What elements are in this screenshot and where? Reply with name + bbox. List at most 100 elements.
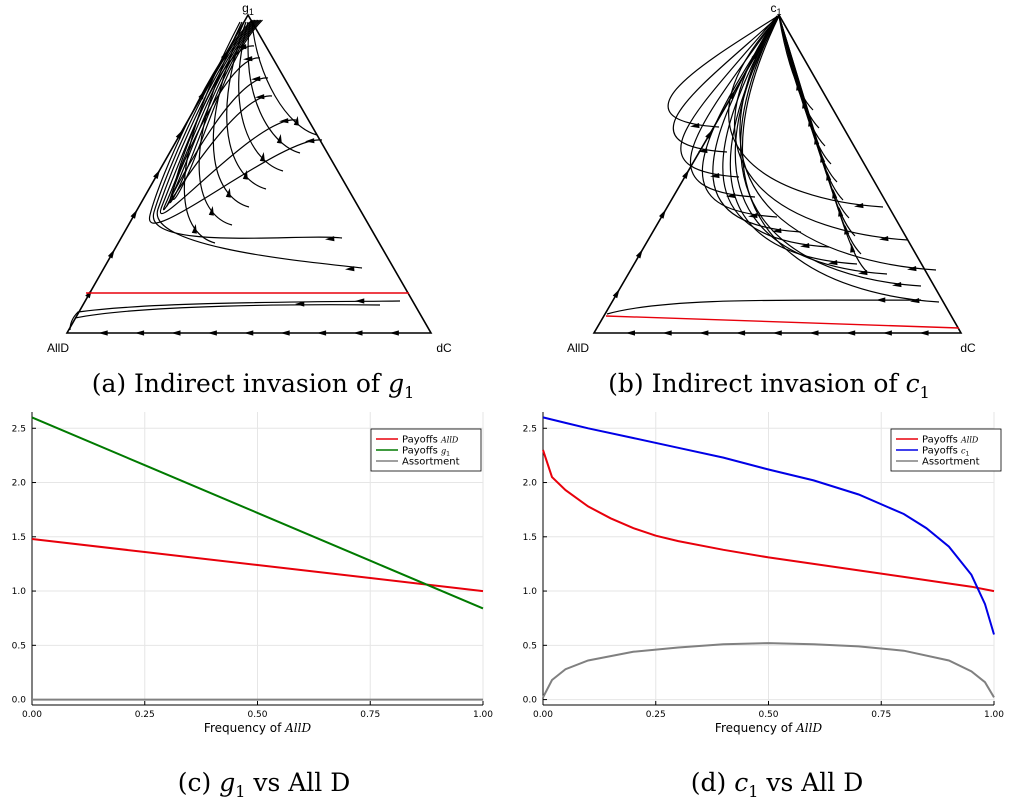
trajectory-arrow [134, 330, 145, 336]
legend-entry: Payoffs AllD [402, 435, 459, 446]
trajectory-arrow [207, 330, 217, 336]
legend-entry: Payoffs g1 [402, 446, 450, 458]
vertex-label-top: g1 [242, 1, 254, 17]
trajectory-arrow [682, 169, 690, 179]
trajectory-arrow [242, 170, 248, 180]
y-tick-label: 0.5 [523, 641, 537, 651]
trajectory-arrow [389, 330, 399, 336]
legend-entry: Payoffs c1 [922, 446, 970, 458]
trajectory-arrow [892, 282, 902, 288]
simplex-triangle [65, 13, 433, 334]
trajectory-arrow [800, 243, 810, 249]
trajectory-arrow [690, 123, 700, 129]
y-tick-label: 2.5 [12, 424, 26, 434]
trajectory [163, 19, 273, 211]
y-tick-label: 1.5 [523, 533, 537, 543]
trajectory-arrow [325, 236, 335, 242]
trajectory [701, 15, 780, 218]
trajectory-arrow [845, 330, 856, 336]
trajectory [672, 15, 780, 153]
y-tick-label: 1.5 [12, 533, 26, 543]
trajectory-arrow [353, 330, 363, 336]
trajectory-arrow [293, 116, 299, 126]
x-tick-label: 0.75 [360, 710, 380, 720]
trajectory-arrow [153, 169, 160, 179]
trajectory [680, 15, 778, 178]
vertex-label-right: dC [436, 341, 452, 355]
legend-entry: Assortment [922, 457, 980, 468]
series-line [542, 416, 995, 635]
trajectory [156, 19, 363, 269]
trajectory-arrow [854, 203, 864, 209]
panel-d: (d) c1 vs All D 0.00 0.25 0.50 0.75 1.00 0.0 0… [511, 400, 1021, 801]
trajectory-arrow [735, 330, 746, 336]
trajectory-arrow [345, 266, 355, 272]
trajectory [778, 15, 862, 255]
trajectory [778, 15, 820, 129]
x-tick-label: 1.00 [473, 710, 493, 720]
trajectory-arrow [355, 298, 365, 304]
trajectory [729, 15, 858, 265]
x-tick-label: 0.50 [758, 710, 778, 720]
trajectory-arrow [748, 213, 758, 219]
series-line [542, 449, 995, 593]
trajectory [778, 15, 814, 111]
trajectory-arrow [244, 330, 254, 336]
trajectory-arrow [259, 152, 265, 162]
trajectory-arrow [710, 173, 720, 179]
series-line [31, 416, 484, 610]
trajectory-arrow [612, 288, 620, 299]
trajectory [183, 21, 241, 244]
series-line [542, 642, 995, 698]
trajectory [198, 21, 243, 226]
x-tick-label: 0.25 [646, 710, 666, 720]
ternary-plot-a: g1 AllD dC (a) Indirect invasion of g1 [47, 1, 452, 400]
trajectory-arrow [280, 330, 290, 336]
panel-c: (c) g1 vs All D 0.00 0.25 0.50 0.75 1.00 0.0 0… [0, 400, 510, 801]
trajectory-arrow [225, 188, 231, 198]
trajectory [778, 15, 850, 219]
y-tick-label: 2.5 [523, 424, 537, 434]
trajectory-arrow [907, 266, 917, 272]
trajectory-arrow [255, 94, 265, 100]
trajectory-arrow [130, 209, 138, 219]
vertex-label-right: dC [960, 341, 976, 355]
y-tick-label: 1.0 [523, 587, 538, 597]
trajectory [606, 299, 922, 315]
invariant-line [605, 315, 960, 329]
trajectory-arrow [625, 330, 635, 336]
caption-d: (d) c1 vs All D [691, 768, 864, 801]
vertex-label-top: c1 [770, 1, 781, 17]
trajectory [212, 21, 250, 208]
trajectory-arrow [809, 330, 819, 336]
trajectory [733, 15, 909, 241]
trajectory [166, 19, 269, 207]
legend-entry: Assortment [402, 457, 460, 468]
trajectory-arrow [698, 148, 708, 154]
trajectory [247, 21, 301, 154]
x-axis-title: Frequency of AllD [204, 721, 312, 735]
ternary-plot-b: c1 AllD dC (b) Indirect invasion of c1 [567, 1, 976, 400]
trajectory-arrow [828, 260, 838, 266]
panel-a: g1 AllD dC (a) Indirect invasion of g1 [0, 0, 510, 400]
trajectory-arrow [175, 129, 183, 140]
trajectory-arrow [295, 301, 305, 307]
caption-a: (a) Indirect invasion of g1 [92, 369, 415, 400]
trajectory-arrow [107, 249, 115, 259]
trajectory [740, 15, 922, 287]
trajectory-arrow [919, 330, 929, 336]
trajectory-arrow [171, 330, 181, 336]
trajectory [69, 300, 401, 331]
trajectory-arrow [850, 243, 856, 253]
trajectory-arrow [635, 249, 643, 259]
trajectory [742, 15, 940, 303]
caption-b: (b) Indirect invasion of c1 [608, 369, 930, 400]
y-tick-label: 0.5 [12, 641, 26, 651]
line-chart-d: (d) c1 vs All D 0.00 0.25 0.50 0.75 1.00 0.0 0… [523, 412, 1004, 801]
line-chart-c: (c) g1 vs All D 0.00 0.25 0.50 0.75 1.00 0.0 0… [12, 412, 493, 801]
x-tick-label: 0.50 [247, 710, 267, 720]
y-tick-label: 2.0 [12, 479, 27, 489]
y-tick-label: 0.0 [12, 696, 27, 706]
trajectory-arrow [882, 330, 892, 336]
vertex-label-left: AllD [567, 341, 589, 355]
